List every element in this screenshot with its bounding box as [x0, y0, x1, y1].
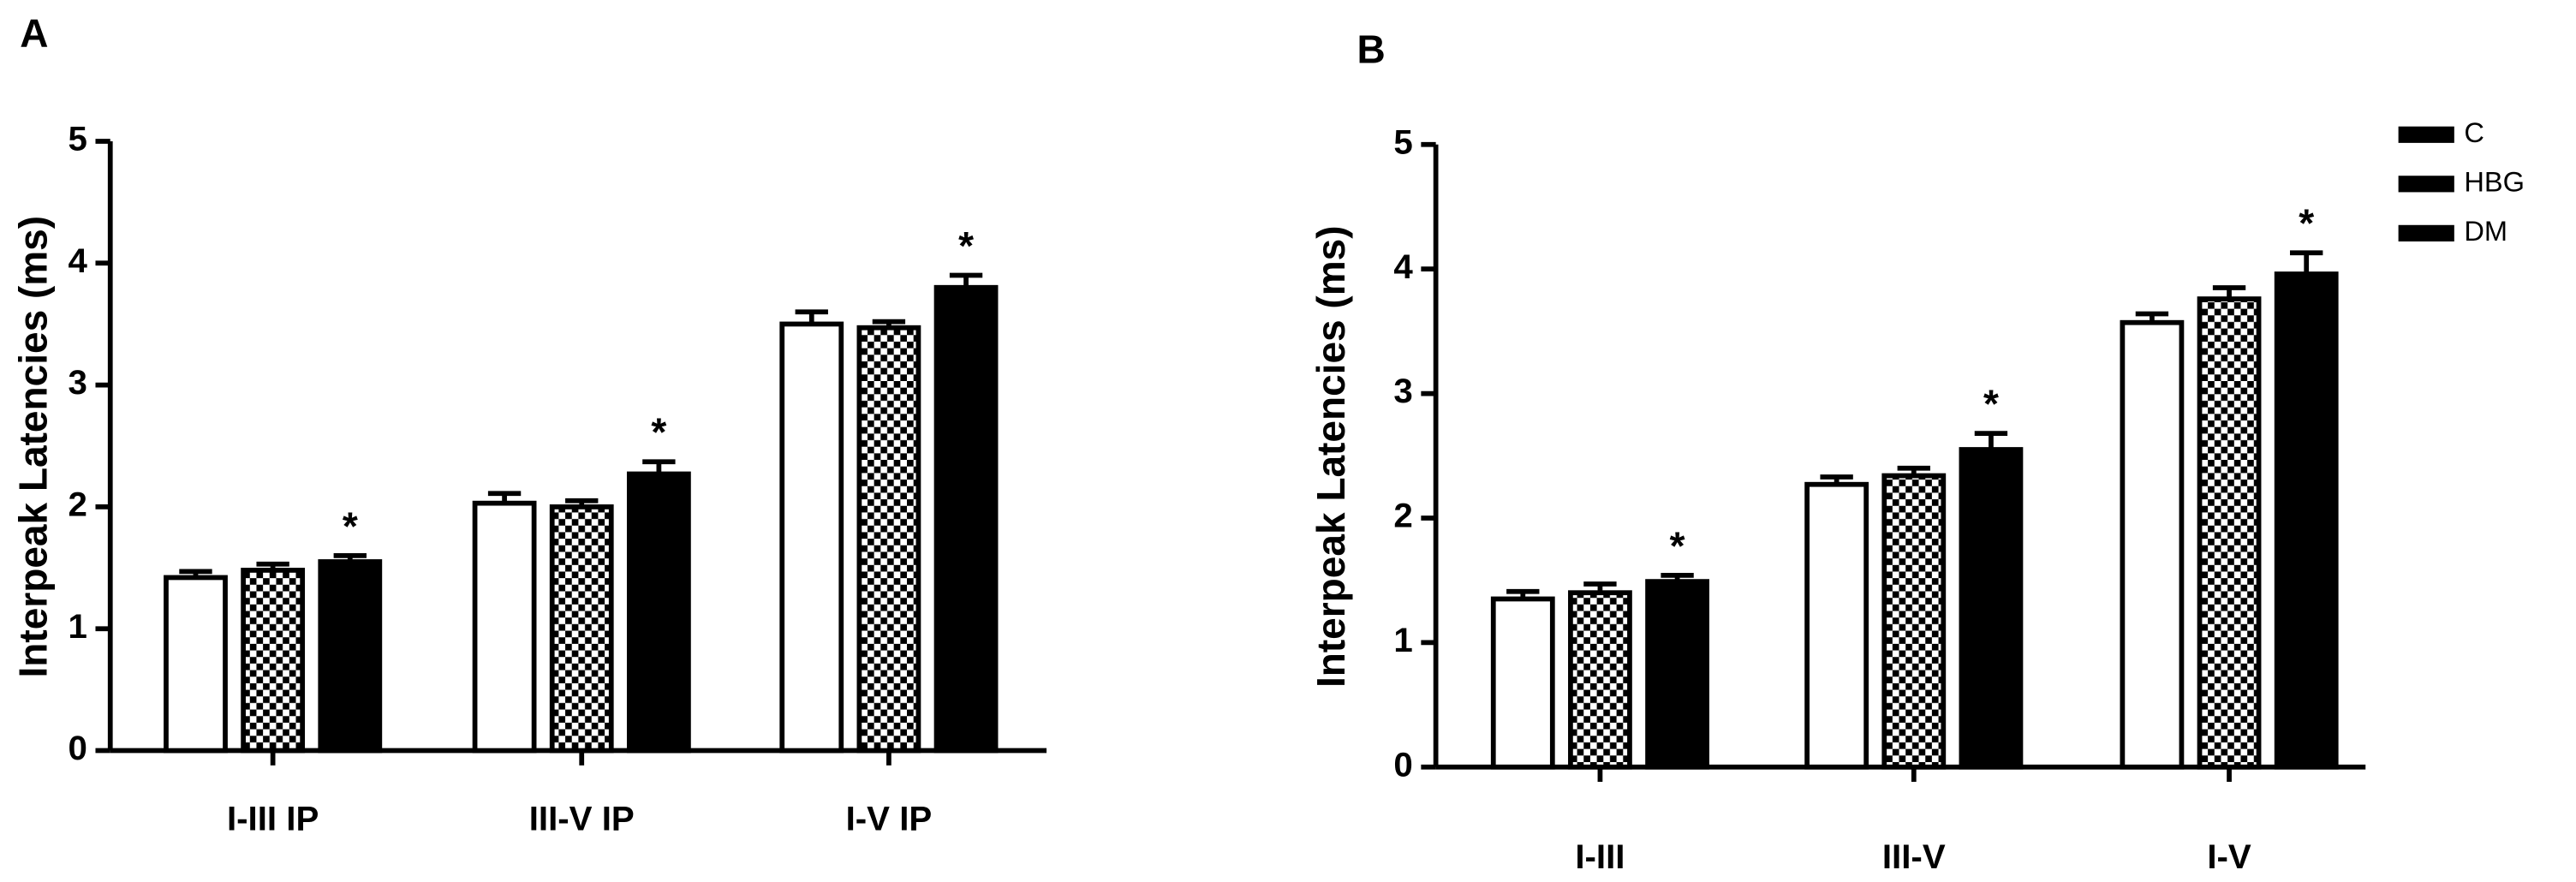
x-tick-label: III-V	[1882, 837, 1946, 876]
bar	[549, 504, 614, 754]
y-tick-label: 0	[1393, 745, 1412, 784]
bar	[933, 284, 999, 754]
bar	[241, 568, 306, 754]
y-tick-label: 4	[1393, 247, 1413, 286]
significance-label: *	[2299, 201, 2314, 246]
y-tick-label: 4	[68, 241, 87, 280]
x-tick-label: I-III	[1575, 837, 1625, 876]
legend-swatch	[2398, 224, 2454, 241]
bar	[2197, 296, 2262, 770]
significance-label: *	[651, 410, 666, 455]
legend-label: C	[2464, 116, 2484, 148]
bar	[1959, 447, 2024, 770]
legend-label: DM	[2464, 215, 2507, 247]
x-tick-label: III-V IP	[529, 800, 635, 838]
y-tick-label: 2	[68, 486, 86, 524]
y-tick-label: 2	[1393, 497, 1412, 535]
y-tick-label: 3	[1393, 372, 1412, 410]
y-tick-label: 3	[68, 363, 86, 402]
bar	[318, 559, 383, 754]
x-tick-label: I-III IP	[227, 800, 319, 838]
bar	[626, 471, 691, 754]
significance-label: *	[1670, 523, 1685, 568]
y-tick-label: 1	[1393, 621, 1412, 659]
y-axis-label: Interpeak Latencies (ms)	[11, 216, 56, 678]
bar	[164, 575, 228, 754]
bar	[1490, 596, 1555, 770]
y-tick-label: 0	[68, 729, 86, 767]
bar	[779, 321, 844, 754]
panel-label: A	[20, 10, 48, 55]
significance-label: *	[958, 223, 974, 268]
panel-label: B	[1357, 27, 1386, 72]
bar	[1881, 473, 1947, 770]
bar	[2120, 319, 2185, 770]
significance-label: *	[1983, 382, 1999, 426]
y-tick-label: 5	[1393, 122, 1412, 161]
x-tick-label: I-V IP	[846, 800, 933, 838]
bar	[856, 325, 921, 754]
y-axis-label: Interpeak Latencies (ms)	[1309, 225, 1353, 688]
legend-swatch	[2398, 126, 2454, 143]
x-tick-label: I-V	[2207, 837, 2251, 876]
bar	[1645, 579, 1709, 770]
bar	[1568, 590, 1632, 770]
y-tick-label: 1	[68, 607, 86, 646]
legend-label: HBG	[2464, 165, 2525, 197]
bar	[2274, 271, 2339, 770]
legend-swatch	[2398, 176, 2454, 193]
y-tick-label: 5	[68, 120, 86, 158]
significance-label: *	[343, 504, 358, 548]
bar	[472, 500, 537, 754]
bar	[1804, 481, 1869, 770]
